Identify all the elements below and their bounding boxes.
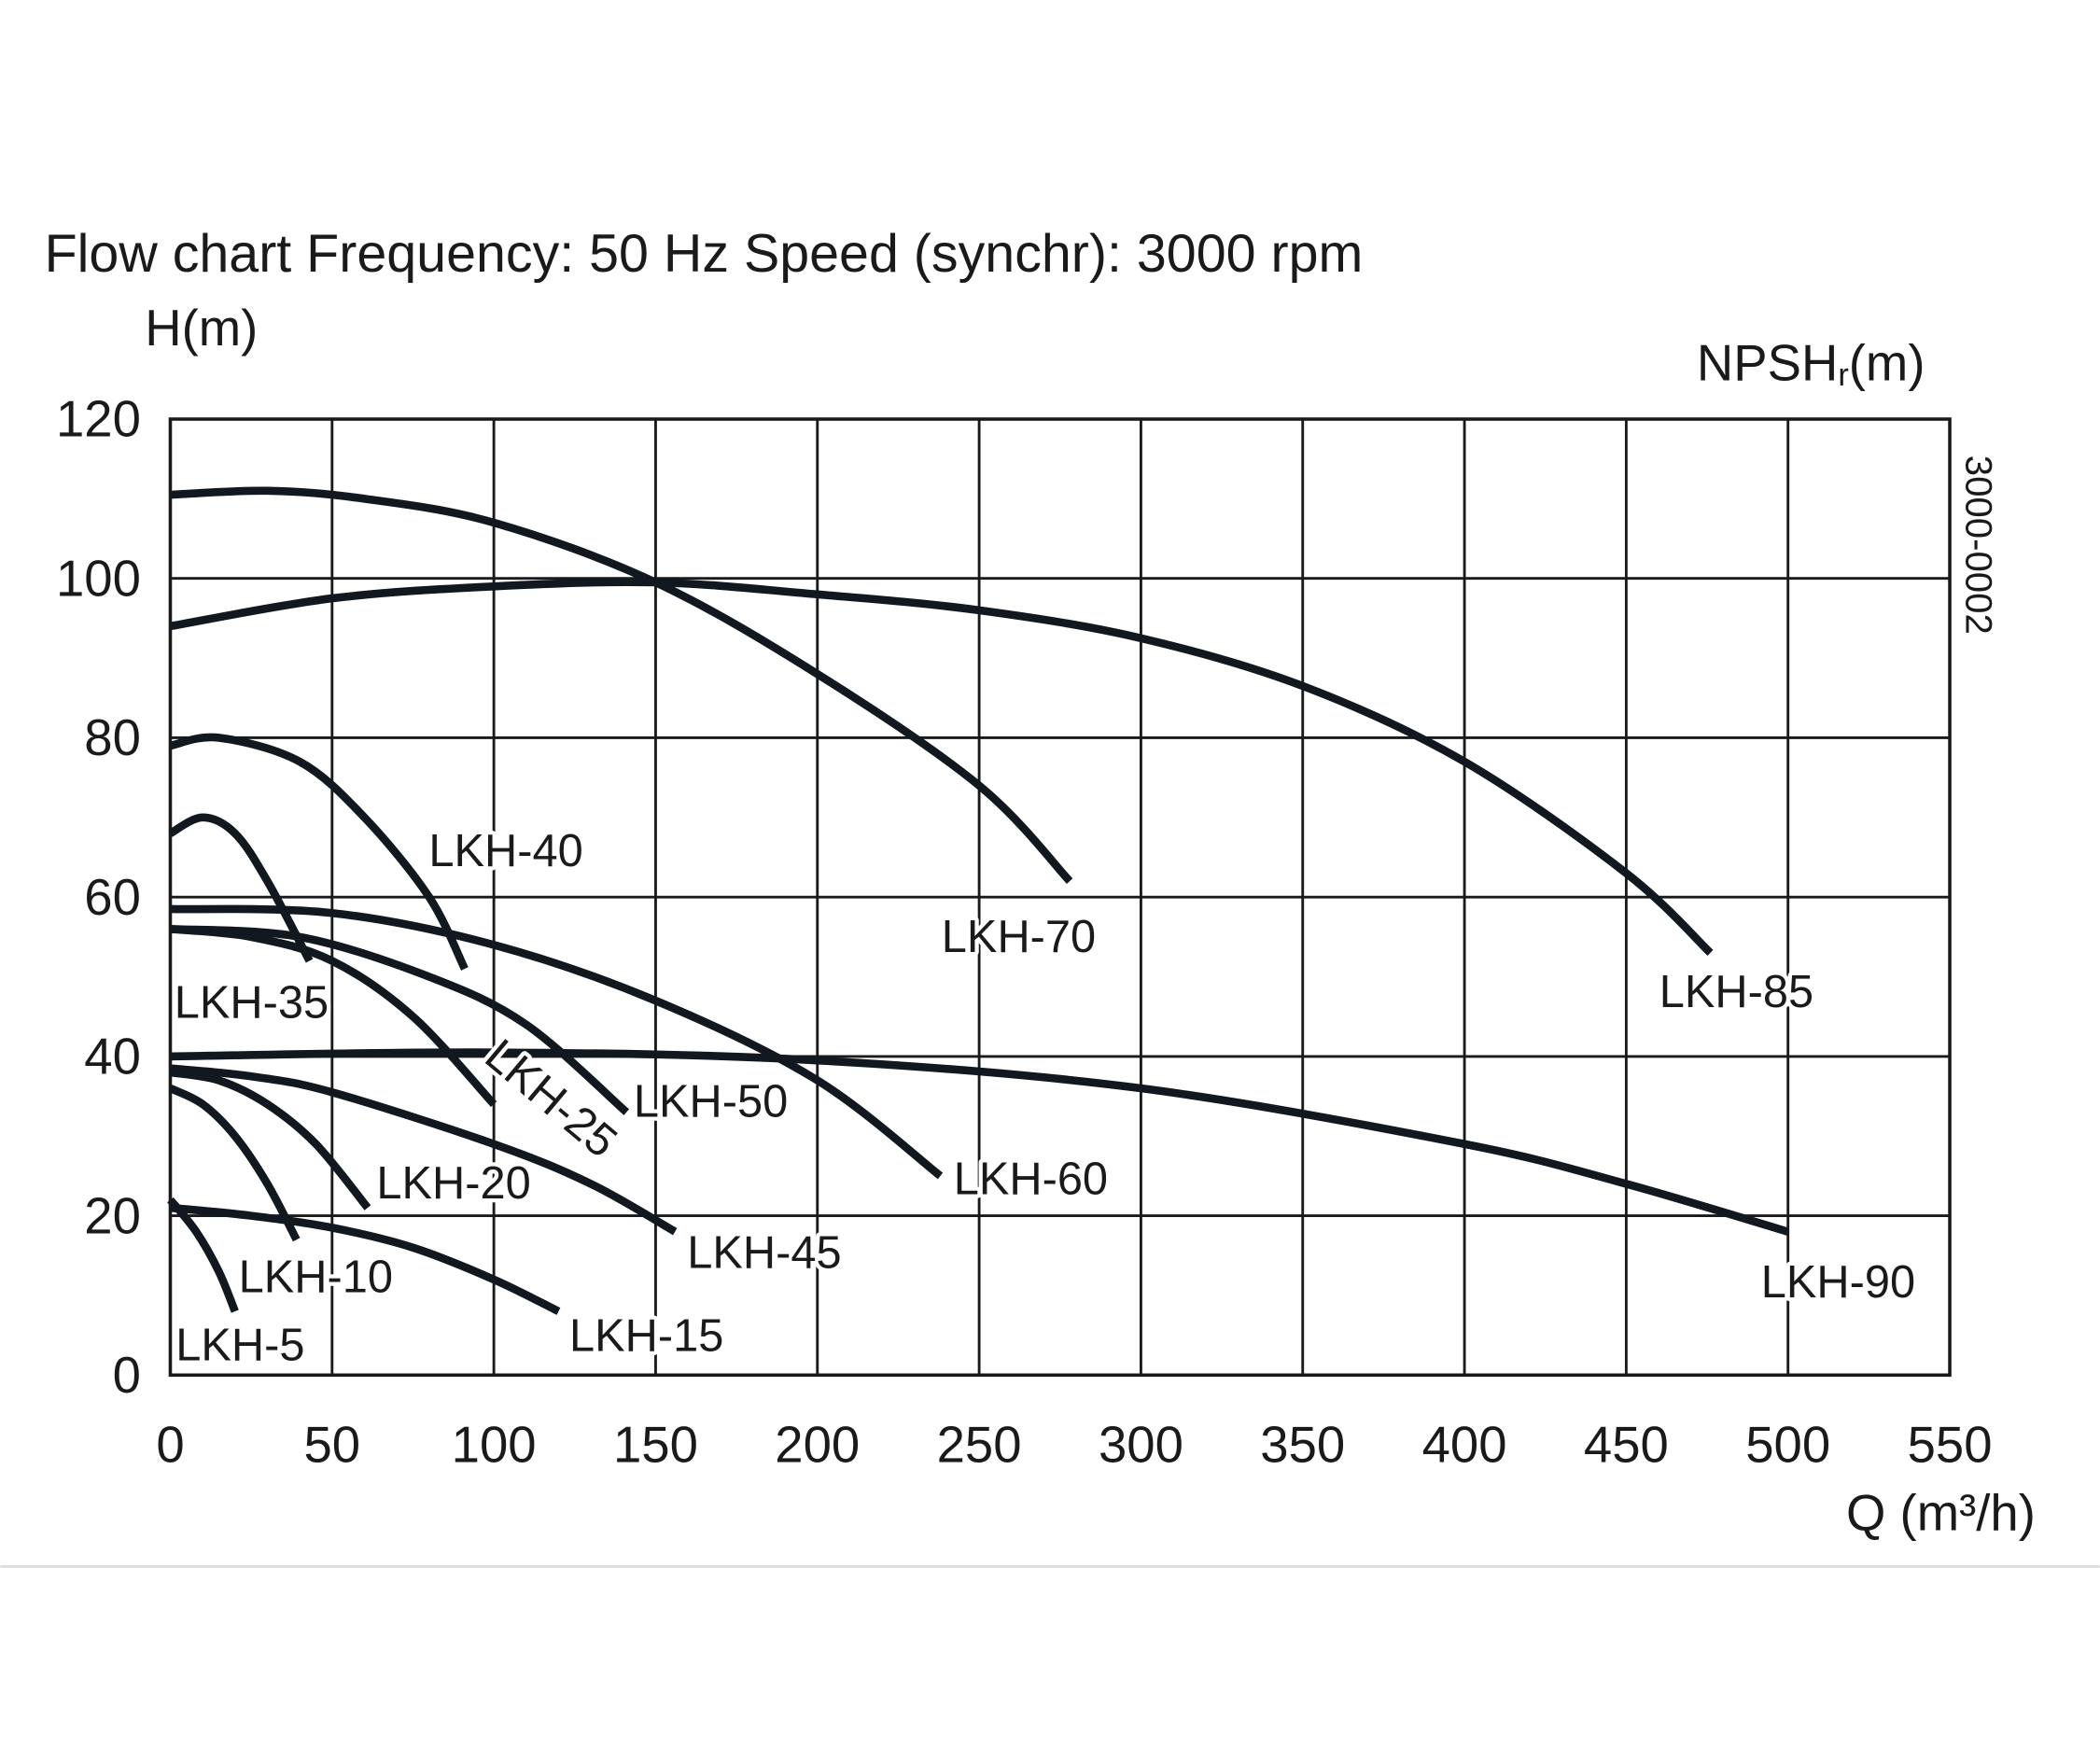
curve-lkh-20 xyxy=(169,1068,371,1211)
y-tick-label: 60 xyxy=(84,869,141,926)
y-tick-label: 40 xyxy=(84,1029,141,1085)
curve-lkh-40 xyxy=(169,733,469,971)
grid xyxy=(168,417,1952,1378)
y-tick-label: 0 xyxy=(113,1347,141,1404)
plot-frame xyxy=(168,417,1952,1378)
x-axis-label: Q (m³/h) xyxy=(1846,1485,2036,1542)
label-lkh-45: LKH-45 xyxy=(687,1228,841,1279)
x-tick-label: 500 xyxy=(1745,1417,1830,1474)
curves xyxy=(167,486,1789,1315)
x-tick-label: 150 xyxy=(613,1417,698,1474)
x-tick-label: 0 xyxy=(156,1417,184,1474)
curve-lkh-10 xyxy=(168,1085,301,1242)
y-axis-right-label: NPSHr(m) xyxy=(1697,334,1925,393)
label-lkh-5: LKH-5 xyxy=(175,1321,304,1371)
curve-lkh-60 xyxy=(170,904,944,1180)
label-lkh-70: LKH-70 xyxy=(942,912,1096,962)
chart-code: 3000-0002 xyxy=(1957,455,1999,635)
ticks: 0 50 100 150 200 250 300 350 400 450 500 550 0 20 40 60… xyxy=(56,391,1993,1474)
curve-lkh-90 xyxy=(170,1048,1789,1236)
label-lkh-50: LKH-50 xyxy=(634,1076,788,1127)
label-lkh-20: LKH-20 xyxy=(376,1158,530,1209)
y-tick-label: 120 xyxy=(56,391,141,448)
y-axis-label: H(m) xyxy=(145,300,258,357)
label-lkh-40: LKH-40 xyxy=(428,826,582,876)
npsh-unit: (m) xyxy=(1849,334,1925,391)
x-tick-label: 550 xyxy=(1908,1417,1993,1474)
npsh-main: NPSH xyxy=(1697,334,1838,391)
curve-lkh-35 xyxy=(168,813,314,963)
x-tick-label: 400 xyxy=(1422,1417,1507,1474)
y-tick-label: 100 xyxy=(56,550,141,607)
curve-lkh-15 xyxy=(170,1203,561,1315)
x-tick-label: 450 xyxy=(1584,1417,1669,1474)
label-lkh-90: LKH-90 xyxy=(1761,1257,1915,1308)
curve-lkh-45 xyxy=(170,1064,678,1236)
x-tick-label: 350 xyxy=(1260,1417,1345,1474)
curve-lkh-5 xyxy=(167,1197,239,1313)
label-lkh-60: LKH-60 xyxy=(954,1155,1108,1205)
label-lkh-35: LKH-35 xyxy=(175,977,329,1028)
label-lkh-85: LKH-85 xyxy=(1659,967,1813,1017)
chart-title: Flow chart Frequency: 50 Hz Speed (synch… xyxy=(45,224,1364,284)
y-tick-label: 20 xyxy=(84,1187,141,1244)
y-tick-label: 80 xyxy=(84,709,141,766)
x-tick-label: 100 xyxy=(452,1417,537,1474)
x-tick-label: 50 xyxy=(303,1417,360,1474)
x-tick-label: 300 xyxy=(1099,1417,1183,1474)
curve-lkh-85 xyxy=(169,578,1714,957)
x-tick-label: 200 xyxy=(775,1417,860,1474)
label-lkh-15: LKH-15 xyxy=(569,1310,723,1361)
npsh-sub: r xyxy=(1838,357,1848,393)
curve-lkh-70 xyxy=(170,486,1073,885)
x-tick-label: 250 xyxy=(937,1417,1022,1474)
label-lkh-10: LKH-10 xyxy=(239,1252,393,1302)
